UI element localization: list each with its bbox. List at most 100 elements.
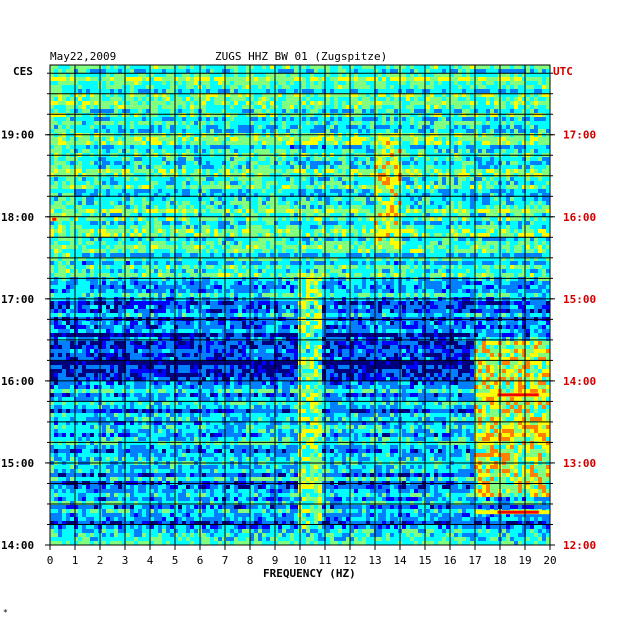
heatmap-cell xyxy=(110,173,114,177)
heatmap-cell xyxy=(542,125,546,129)
heatmap-cell xyxy=(250,217,254,221)
heatmap-cell xyxy=(334,109,338,113)
heatmap-cell xyxy=(506,65,510,69)
heatmap-cell xyxy=(122,201,126,205)
heatmap-cell xyxy=(146,169,150,173)
heatmap-cell xyxy=(186,181,190,185)
heatmap-cell xyxy=(454,73,458,77)
heatmap-cell xyxy=(246,173,250,177)
heatmap-cell xyxy=(118,201,122,205)
heatmap-cell xyxy=(114,101,118,105)
heatmap-cell xyxy=(418,157,422,161)
heatmap-cell xyxy=(238,93,242,97)
heatmap-cell xyxy=(142,101,146,105)
heatmap-cell xyxy=(518,173,522,177)
heatmap-cell xyxy=(122,81,126,85)
heatmap-cell xyxy=(254,213,258,217)
heatmap-cell xyxy=(450,165,454,169)
heatmap-cell xyxy=(146,217,150,221)
heatmap-cell xyxy=(202,109,206,113)
heatmap-cell xyxy=(450,201,454,205)
heatmap-cell xyxy=(78,125,82,129)
heatmap-cell xyxy=(334,97,338,101)
heatmap-cell xyxy=(118,189,122,193)
heatmap-cell xyxy=(478,205,482,209)
heatmap-cell xyxy=(114,97,118,101)
heatmap-cell xyxy=(446,157,450,161)
heatmap-cell xyxy=(446,165,450,169)
heatmap-cell xyxy=(534,89,538,93)
heatmap-cell xyxy=(78,201,82,205)
heatmap-cell xyxy=(514,209,518,213)
heatmap-cell xyxy=(134,125,138,129)
heatmap-cell xyxy=(402,81,406,85)
heatmap-cell xyxy=(494,193,498,197)
heatmap-cell xyxy=(182,109,186,113)
heatmap-cell xyxy=(258,221,262,225)
heatmap-cell xyxy=(162,177,166,181)
heatmap-cell xyxy=(506,73,510,77)
heatmap-cell xyxy=(226,117,230,121)
heatmap-cell xyxy=(242,129,246,133)
heatmap-cell xyxy=(66,213,70,217)
heatmap-cell xyxy=(50,101,54,105)
heatmap-cell xyxy=(462,89,466,93)
heatmap-cell xyxy=(494,169,498,173)
heatmap-cell xyxy=(106,189,110,193)
heatmap-cell xyxy=(62,205,66,209)
heatmap-cell xyxy=(154,129,158,133)
heatmap-cell xyxy=(118,173,122,177)
heatmap-cell xyxy=(226,185,230,189)
heatmap-cell xyxy=(538,101,542,105)
heatmap-cell xyxy=(154,169,158,173)
heatmap-cell xyxy=(270,77,274,81)
heatmap-cell xyxy=(538,177,542,181)
heatmap-cell xyxy=(462,105,466,109)
heatmap-cell xyxy=(190,105,194,109)
heatmap-cell xyxy=(318,157,322,161)
heatmap-cell xyxy=(114,173,118,177)
heatmap-cell xyxy=(390,97,394,101)
heatmap-cell xyxy=(294,93,298,97)
heatmap-cell xyxy=(454,169,458,173)
heatmap-cell xyxy=(234,113,238,117)
heatmap-cell xyxy=(538,173,542,177)
heatmap-cell xyxy=(486,141,490,145)
heatmap-cell xyxy=(254,141,258,145)
heatmap-cell xyxy=(186,177,190,181)
heatmap-cell xyxy=(214,217,218,221)
heatmap-cell xyxy=(450,113,454,117)
heatmap-cell xyxy=(466,165,470,169)
heatmap-cell xyxy=(330,145,334,149)
heatmap-cell xyxy=(238,177,242,181)
heatmap-cell xyxy=(178,213,182,217)
heatmap-cell xyxy=(458,113,462,117)
heatmap-cell xyxy=(434,129,438,133)
heatmap-cell xyxy=(122,137,126,141)
heatmap-cell xyxy=(390,165,394,169)
heatmap-cell xyxy=(130,173,134,177)
heatmap-cell xyxy=(86,173,90,177)
heatmap-cell xyxy=(214,97,218,101)
heatmap-cell xyxy=(466,77,470,81)
heatmap-cell xyxy=(58,181,62,185)
heatmap-cell xyxy=(222,217,226,221)
heatmap-cell xyxy=(102,157,106,161)
heatmap-cell xyxy=(354,85,358,89)
heatmap-cell xyxy=(82,73,86,77)
heatmap-cell xyxy=(430,197,434,201)
heatmap-cell xyxy=(290,169,294,173)
heatmap-cell xyxy=(354,97,358,101)
heatmap-cell xyxy=(158,177,162,181)
heatmap-cell xyxy=(94,109,98,113)
heatmap-cell xyxy=(502,177,506,181)
heatmap-cell xyxy=(266,113,270,117)
heatmap-cell xyxy=(362,93,366,97)
heatmap-cell xyxy=(154,137,158,141)
heatmap-cell xyxy=(502,121,506,125)
heatmap-cell xyxy=(194,145,198,149)
heatmap-cell xyxy=(450,73,454,77)
heatmap-cell xyxy=(350,109,354,113)
heatmap-cell xyxy=(350,217,354,221)
heatmap-cell xyxy=(538,105,542,109)
